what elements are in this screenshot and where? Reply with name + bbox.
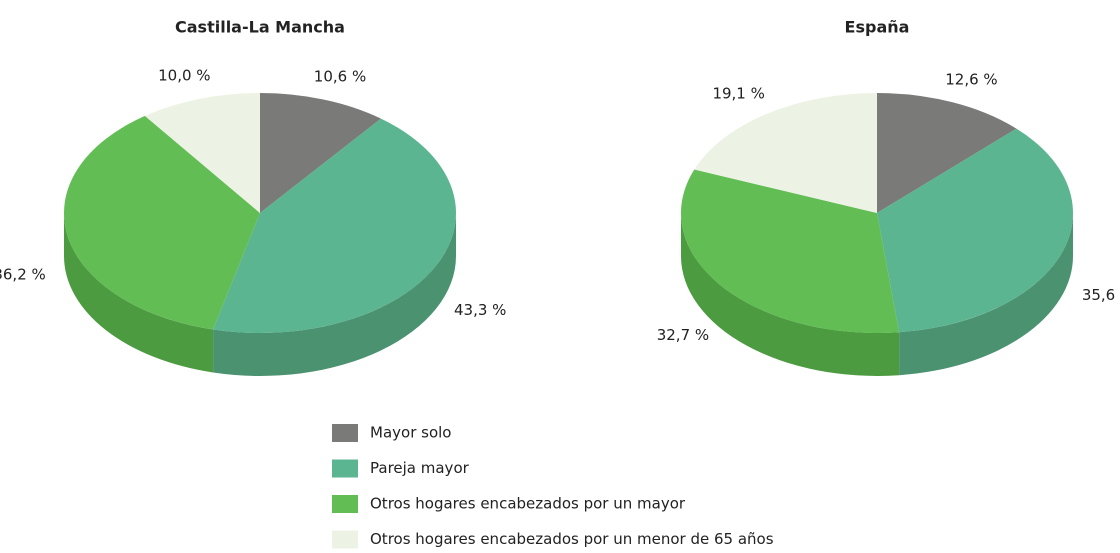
legend-label: Mayor solo (370, 424, 451, 442)
slice (877, 93, 1017, 213)
slice-side (899, 213, 1073, 376)
legend-label: Otros hogares encabezados por un mayor (370, 495, 686, 513)
data-label: 32,7 % (657, 326, 709, 344)
data-label: 36,2 % (0, 266, 46, 284)
data-label: 12,6 % (945, 71, 997, 89)
slice (260, 93, 381, 213)
legend-swatch (332, 424, 358, 442)
legend-label: Pareja mayor (370, 459, 470, 477)
data-label: 35,6 % (1082, 286, 1120, 304)
slice-side (681, 213, 900, 376)
chart-title: Castilla-La Mancha (175, 18, 345, 37)
data-label: 10,6 % (314, 67, 366, 85)
legend-swatch (332, 495, 358, 513)
legend-label: Otros hogares encabezados por un menor d… (370, 530, 774, 548)
slice (63, 115, 261, 330)
chart-title: España (845, 18, 910, 37)
slice (694, 93, 877, 213)
legend-swatch (332, 530, 358, 549)
slice (877, 128, 1073, 333)
slice (680, 169, 900, 334)
slice-side (213, 213, 456, 376)
data-label: 19,1 % (712, 85, 764, 103)
data-label: 10,0 % (158, 67, 210, 85)
legend-swatch (332, 459, 358, 478)
slice (144, 93, 260, 213)
data-label: 43,3 % (454, 301, 506, 319)
slice-side (64, 213, 214, 373)
slice (213, 118, 457, 334)
